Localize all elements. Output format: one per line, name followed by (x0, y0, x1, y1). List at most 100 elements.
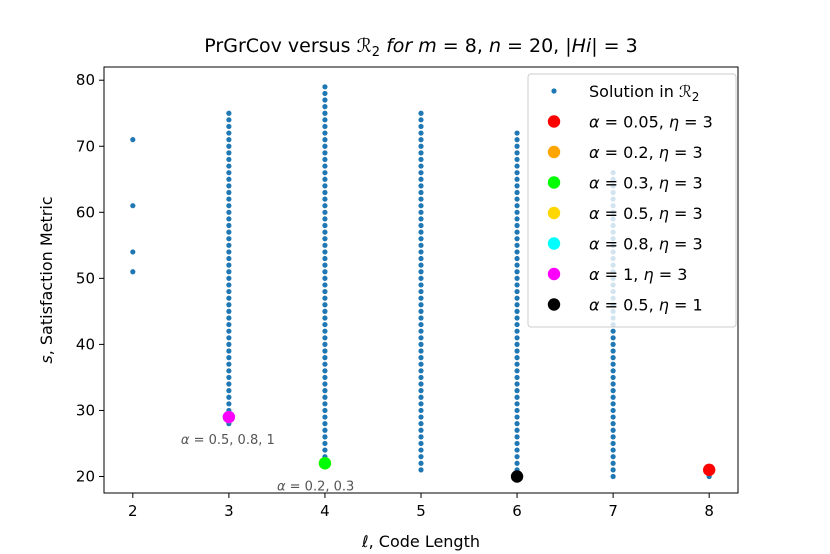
solution-point (226, 368, 232, 374)
solution-point (418, 335, 424, 341)
x-tick-label: 6 (512, 502, 522, 520)
solution-point (610, 348, 616, 354)
legend-marker (547, 145, 561, 159)
solution-point (418, 440, 424, 447)
solution-point (418, 328, 424, 334)
solution-point (418, 454, 424, 460)
legend-label: α = 0.05, η = 3 (589, 113, 713, 132)
solution-point (610, 454, 616, 460)
solution-point (322, 236, 328, 242)
solution-point (226, 361, 232, 367)
solution-point (226, 262, 232, 268)
solution-point (610, 381, 616, 387)
x-tick-label: 7 (608, 502, 618, 520)
solution-point (322, 84, 328, 90)
solution-point (610, 335, 616, 341)
solution-point (130, 137, 136, 143)
solution-point (322, 381, 328, 387)
solution-point (514, 170, 520, 176)
solution-point (322, 97, 328, 103)
solution-point (418, 401, 424, 407)
legend-marker (547, 267, 561, 281)
solution-point (322, 368, 328, 374)
solution-point (226, 170, 232, 176)
solution-point (418, 110, 424, 116)
solution-point (418, 163, 424, 169)
solution-point (226, 394, 232, 400)
solution-point (226, 143, 232, 149)
solution-point (418, 407, 424, 414)
solution-point (514, 189, 520, 196)
solution-point (514, 255, 520, 262)
solution-point (514, 308, 520, 314)
solution-point (322, 90, 328, 97)
solution-point (130, 203, 136, 209)
solution-point (226, 130, 232, 136)
solution-point (514, 203, 520, 209)
solution-point (418, 381, 424, 387)
solution-point (610, 407, 616, 414)
highlight-point (222, 410, 236, 424)
legend-marker (547, 298, 561, 311)
solution-point (226, 189, 232, 196)
solution-point (226, 341, 232, 347)
solution-point (514, 130, 520, 136)
solution-point (226, 229, 232, 235)
solution-point (322, 308, 328, 314)
highlight-point (318, 457, 332, 470)
solution-point (226, 196, 232, 202)
solution-point (226, 203, 232, 209)
solution-point (514, 421, 520, 427)
solution-point (610, 361, 616, 367)
x-tick-label: 4 (320, 502, 330, 520)
solution-point (226, 242, 232, 248)
solution-point (322, 275, 328, 281)
solution-point (418, 421, 424, 427)
solution-point (322, 394, 328, 400)
solution-point (514, 156, 520, 163)
solution-point (418, 414, 424, 420)
solution-point (418, 156, 424, 163)
legend-marker (547, 206, 561, 220)
solution-point (610, 421, 616, 427)
solution-point (610, 473, 616, 480)
solution-point (514, 249, 520, 255)
solution-point (226, 275, 232, 281)
solution-point (514, 460, 520, 466)
solution-point (514, 414, 520, 420)
solution-point (322, 421, 328, 427)
solution-point (322, 434, 328, 440)
solution-point (226, 163, 232, 169)
solution-point (514, 222, 520, 229)
solution-point (514, 282, 520, 288)
solution-point (322, 123, 328, 130)
solution-point (322, 269, 328, 275)
solution-point (514, 374, 520, 381)
solution-point (322, 295, 328, 301)
solution-point (610, 447, 616, 453)
solution-point (418, 388, 424, 394)
solution-point (514, 275, 520, 281)
solution-point (418, 427, 424, 433)
solution-point (610, 341, 616, 347)
annotation-label: α = 0.5, 0.8, 1 (181, 433, 275, 448)
solution-point (322, 401, 328, 407)
solution-point (322, 321, 328, 328)
solution-point (514, 434, 520, 440)
solution-point (514, 381, 520, 387)
legend: Solution in ℛ2 α = 0.05, η = 3 α = 0.2, η … (527, 73, 737, 328)
y-tick-label: 60 (76, 203, 95, 221)
solution-point (514, 137, 520, 143)
legend-marker (547, 115, 561, 128)
solution-point (514, 236, 520, 242)
solution-point (610, 434, 616, 440)
solution-point (322, 249, 328, 255)
solution-point (514, 143, 520, 149)
chart-title: PrGrCov versus ℛ2 for m = 8, n = 20, |Hi… (204, 35, 637, 60)
solution-point (322, 407, 328, 414)
solution-point (514, 196, 520, 202)
solution-point (514, 447, 520, 453)
solution-point (418, 275, 424, 281)
solution-point (514, 176, 520, 182)
axis-ticks: 2 3 4 5 6 7 8 20 30 40 50 60 70 80 (76, 71, 714, 520)
